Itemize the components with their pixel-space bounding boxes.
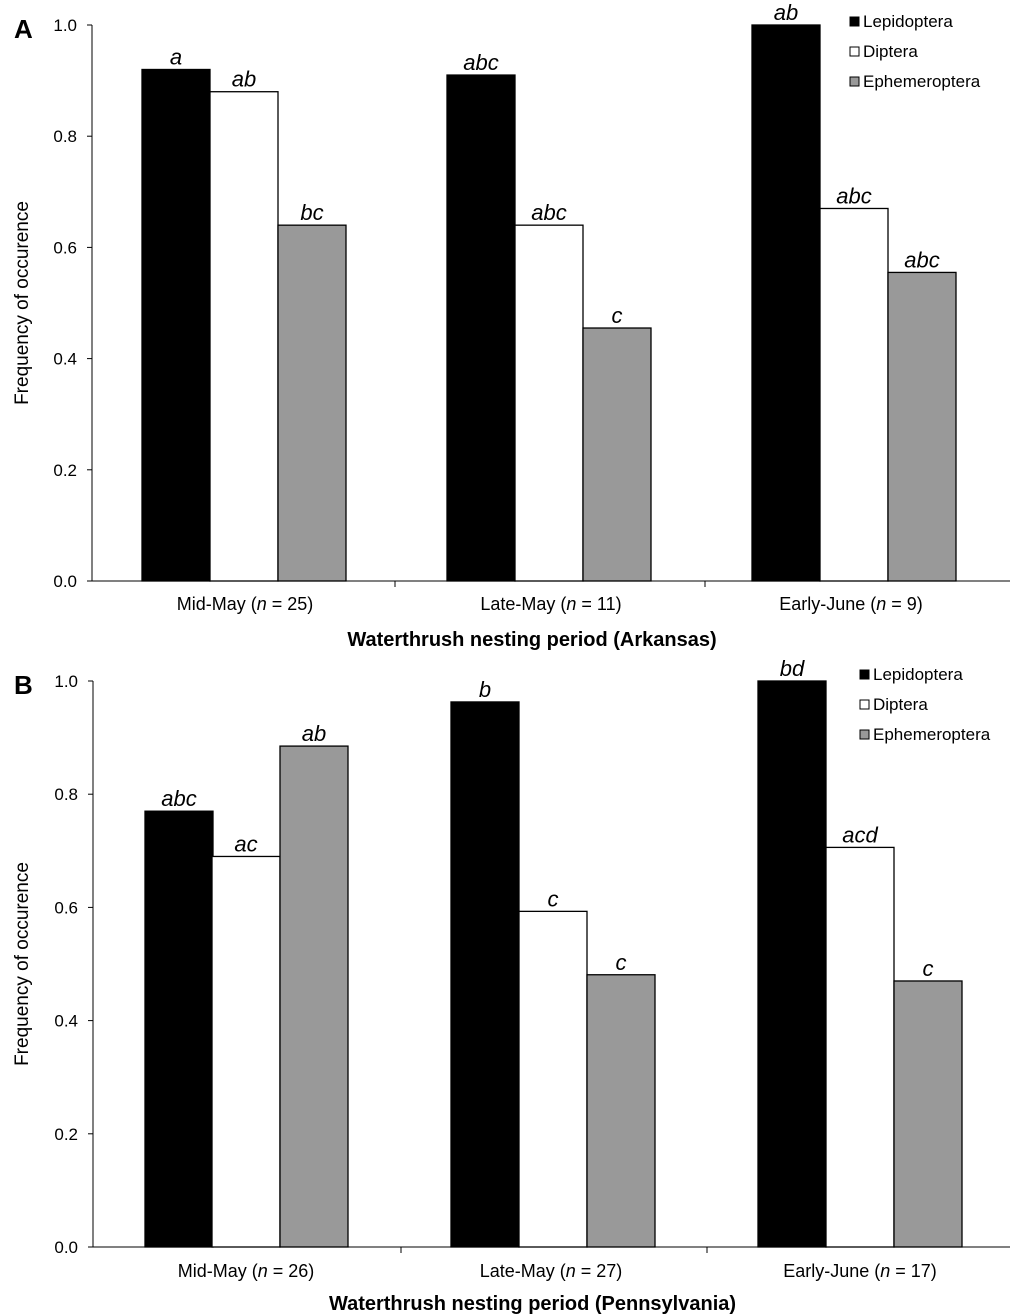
- category-label: Late-May (n = 11): [480, 594, 621, 614]
- significance-letter: abc: [161, 786, 196, 811]
- y-axis-label: Frequency of occurence: [12, 862, 33, 1066]
- significance-letter: bd: [780, 656, 805, 681]
- y-tick-label: 0.2: [53, 461, 77, 480]
- bar-ephemeroptera: [582, 327, 652, 582]
- bar-diptera: [518, 910, 588, 1248]
- significance-letter: abc: [904, 247, 939, 272]
- category-label: Late-May (n = 27): [480, 1261, 623, 1281]
- category-label: Mid-May (n = 25): [177, 594, 314, 614]
- category-label: Early-June (n = 17): [783, 1261, 937, 1281]
- y-tick-label: 1.0: [53, 16, 77, 35]
- y-tick-label: 0.8: [53, 127, 77, 146]
- bar-diptera: [211, 855, 281, 1248]
- bar-lepidoptera: [757, 680, 827, 1248]
- legend-label: Ephemeroptera: [873, 725, 991, 744]
- y-tick-label: 0.6: [54, 898, 78, 917]
- bar-lepidoptera: [751, 24, 821, 582]
- legend-swatch: [859, 699, 870, 710]
- bar-ephemeroptera: [887, 271, 957, 582]
- y-tick-label: 0.0: [53, 572, 77, 591]
- legend-swatch: [849, 46, 860, 57]
- legend-label: Ephemeroptera: [863, 72, 981, 91]
- bar-diptera: [209, 91, 279, 582]
- x-axis-label: Waterthrush nesting period (Pennsylvania…: [329, 1293, 736, 1314]
- significance-letter: ab: [232, 67, 256, 92]
- bar-diptera: [819, 207, 889, 582]
- x-axis-label: Waterthrush nesting period (Arkansas): [347, 629, 716, 651]
- y-tick-label: 0.0: [54, 1238, 78, 1257]
- category-label: Early-June (n = 9): [779, 594, 923, 614]
- legend-label: Lepidoptera: [863, 12, 953, 31]
- category-label: Mid-May (n = 26): [178, 1261, 315, 1281]
- bar-diptera: [825, 846, 895, 1248]
- significance-letter: c: [616, 950, 627, 975]
- significance-letter: c: [923, 956, 934, 981]
- panel-b: B 0.0 0.2 0.4 0.6 0.8 1.0 Frequency of occurenc…: [12, 656, 1010, 1314]
- legend-label: Lepidoptera: [873, 665, 963, 684]
- significance-letter: abc: [531, 200, 566, 225]
- panel-letter: B: [14, 670, 33, 700]
- significance-letter: abc: [463, 50, 498, 75]
- significance-letter: ab: [774, 0, 798, 25]
- legend-swatch: [859, 669, 870, 680]
- significance-letter: ac: [234, 831, 257, 856]
- panel-a: A 0.0 0.2 0.4 0.6 0.8 1.0 Frequency of occurenc…: [12, 0, 1010, 651]
- significance-letter: c: [612, 303, 623, 328]
- significance-letter: ab: [302, 721, 326, 746]
- panel-letter: A: [14, 14, 33, 44]
- legend-swatch: [859, 729, 870, 740]
- bar-ephemeroptera: [279, 745, 349, 1248]
- bar-ephemeroptera: [586, 974, 656, 1248]
- bar-lepidoptera: [450, 701, 520, 1248]
- y-tick-label: 0.4: [54, 1012, 78, 1031]
- legend-swatch: [849, 76, 860, 87]
- bar-lepidoptera: [141, 68, 211, 582]
- bar-ephemeroptera: [893, 980, 963, 1248]
- legend-label: Diptera: [873, 695, 928, 714]
- significance-letter: bc: [300, 200, 323, 225]
- y-tick-label: 0.2: [54, 1125, 78, 1144]
- bar-ephemeroptera: [277, 224, 347, 582]
- significance-letter: acd: [842, 822, 878, 847]
- significance-letter: abc: [836, 183, 871, 208]
- significance-letter: b: [479, 677, 491, 702]
- significance-letter: a: [170, 44, 182, 69]
- significance-letter: c: [548, 886, 559, 911]
- y-tick-label: 0.8: [54, 785, 78, 804]
- y-tick-label: 1.0: [54, 672, 78, 691]
- legend-swatch: [849, 16, 860, 27]
- y-axis-label: Frequency of occurence: [12, 201, 33, 405]
- y-tick-label: 0.6: [53, 238, 77, 257]
- legend-label: Diptera: [863, 42, 918, 61]
- y-tick-label: 0.4: [53, 350, 77, 369]
- bar-lepidoptera: [446, 74, 516, 582]
- bar-lepidoptera: [144, 810, 214, 1248]
- bar-diptera: [514, 224, 584, 582]
